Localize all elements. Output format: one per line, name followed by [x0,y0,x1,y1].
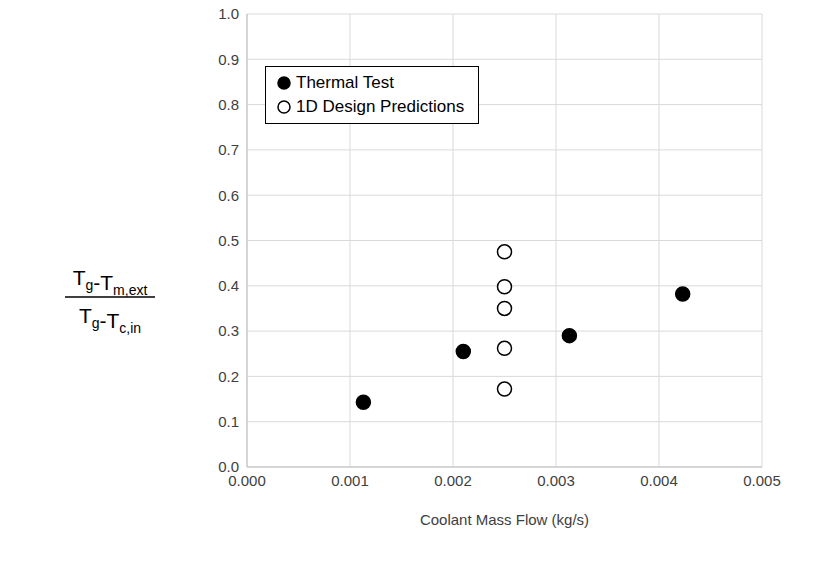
svg-text:0.1: 0.1 [218,413,239,430]
svg-text:0.2: 0.2 [218,368,239,385]
svg-text:0.8: 0.8 [218,96,239,113]
svg-text:0.4: 0.4 [218,277,239,294]
svg-text:0.002: 0.002 [434,472,472,489]
svg-text:0.0: 0.0 [218,458,239,475]
svg-text:0.6: 0.6 [218,187,239,204]
html-text:Thermal Test: Thermal Test [296,73,394,92]
svg-text:Coolant Mass Flow (kg/s): Coolant Mass Flow (kg/s) [420,511,589,528]
svg-text:1.0: 1.0 [218,5,239,22]
svg-text:0.001: 0.001 [331,472,369,489]
svg-text:0.9: 0.9 [218,51,239,68]
svg-text:0.5: 0.5 [218,232,239,249]
svg-text:0.000: 0.000 [228,471,266,489]
svg-text:0.7: 0.7 [218,141,239,158]
svg-text:0.3: 0.3 [218,322,239,339]
svg-text:0.004: 0.004 [640,472,678,489]
html-text:1D Design Predictions: 1D Design Predictions [296,97,465,116]
svg-text:Tg-Tm,ext: Tg-Tm,ext [73,266,148,298]
svg-text:0.003: 0.003 [537,472,575,489]
svg-text:Tg-Tc,in: Tg-Tc,in [79,304,141,336]
svg-text:0.005: 0.005 [743,472,781,489]
